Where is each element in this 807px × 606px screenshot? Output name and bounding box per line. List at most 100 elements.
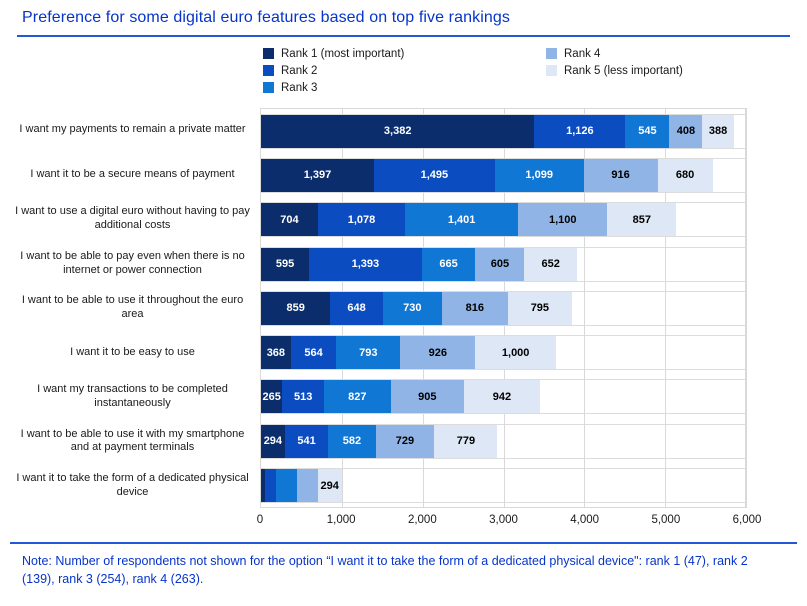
bar-segment-rank-1: 595 <box>261 247 310 281</box>
bar-band: 265 513 827 905 942 <box>261 379 746 415</box>
legend-label: Rank 5 (less important) <box>564 64 683 77</box>
stacked-bar: 3,382 1,126 545 408 388 <box>261 114 746 148</box>
legend-swatch-rank-2 <box>263 65 274 76</box>
bar-value-label: 793 <box>359 346 378 359</box>
legend-item-rank-4: Rank 4 <box>546 45 683 62</box>
stacked-bar: 294 <box>261 469 746 503</box>
legend-swatch-rank-3 <box>263 82 274 93</box>
bar-row: 3,382 1,126 545 408 388 <box>261 109 746 153</box>
category-label: I want it to take the form of a dedicate… <box>16 471 249 498</box>
legend-label: Rank 3 <box>281 81 318 94</box>
bar-band: 704 1,078 1,401 1,100 857 <box>261 202 746 238</box>
bar-value-label: 827 <box>348 390 367 403</box>
bar-value-label: 1,393 <box>351 258 380 271</box>
gridline <box>584 109 586 507</box>
category-label: I want it to be a secure means of paymen… <box>30 167 235 180</box>
legend: Rank 1 (most important) Rank 2 Rank 3 Rank… <box>263 45 807 96</box>
bar-segment-rank-2 <box>264 469 277 503</box>
bar-segment-rank-5: 652 <box>524 247 578 281</box>
bar-value-label: 648 <box>347 302 366 315</box>
category-label: I want my transactions to be completed i… <box>37 383 228 409</box>
category-label: I want to be able to use it with my smar… <box>20 427 245 454</box>
bar-segment-rank-2: 1,126 <box>534 114 626 148</box>
bar-segment-rank-2: 1,495 <box>373 158 495 192</box>
bar-segment-rank-3: 545 <box>625 114 670 148</box>
stacked-bar: 294 541 582 729 779 <box>261 424 746 458</box>
footnote: Note: Number of respondents not shown fo… <box>22 554 748 587</box>
bar-value-label: 795 <box>530 302 550 315</box>
bar-segment-rank-5: 942 <box>463 380 540 414</box>
bar-segment-rank-2: 648 <box>330 291 383 325</box>
bar-segment-rank-1 <box>261 469 265 503</box>
bar-segment-rank-4: 905 <box>390 380 464 414</box>
category-label: I want it to be easy to use <box>70 345 195 358</box>
x-tick-label: 3,000 <box>489 514 518 526</box>
bar-segment-rank-1: 368 <box>261 336 291 370</box>
bar-band: 3,382 1,126 545 408 388 <box>261 113 746 149</box>
category-label: I want to be able to pay even when there… <box>20 249 245 276</box>
note-divider <box>10 542 797 544</box>
chart-title: Preference for some digital euro feature… <box>22 9 510 26</box>
bar-segment-rank-1: 265 <box>261 380 283 414</box>
gridline <box>665 109 667 507</box>
bar-segment-rank-3: 1,401 <box>405 203 519 237</box>
gridline <box>745 109 746 507</box>
bar-row: 294 541 582 729 779 <box>261 419 746 463</box>
bar-value-label: 680 <box>675 169 695 182</box>
bar-segment-rank-3: 793 <box>336 336 401 370</box>
bar-segment-rank-2: 1,393 <box>309 247 422 281</box>
bar-value-label: 1,495 <box>420 169 449 182</box>
stacked-bar: 368 564 793 926 1,000 <box>261 336 746 370</box>
bar-segment-rank-4: 926 <box>400 336 476 370</box>
bar-segment-rank-5: 795 <box>507 291 572 325</box>
bar-value-label: 704 <box>280 213 299 226</box>
bar-segment-rank-5: 1,000 <box>475 336 557 370</box>
plot-area: 3,382 1,126 545 408 388 1,397 1,495 1,099 916 680… <box>260 108 747 508</box>
bar-value-label: 816 <box>465 302 484 315</box>
bar-value-label: 1,397 <box>303 169 332 182</box>
legend-item-rank-1: Rank 1 (most important) <box>263 45 546 62</box>
bar-value-label: 730 <box>403 302 422 315</box>
bar-segment-rank-3: 582 <box>328 424 376 458</box>
bar-rows: 3,382 1,126 545 408 388 1,397 1,495 1,099 916 680… <box>261 109 746 507</box>
x-tick-label: 4,000 <box>570 514 600 526</box>
bar-segment-rank-1: 859 <box>261 291 331 325</box>
bar-value-label: 859 <box>286 302 305 315</box>
bar-band: 1,397 1,495 1,099 916 680 <box>261 157 746 193</box>
bar-row: 265 513 827 905 942 <box>261 375 746 419</box>
bar-band: 294 541 582 729 779 <box>261 423 746 459</box>
bar-row: 704 1,078 1,401 1,100 857 <box>261 198 746 242</box>
bar-row: 1,397 1,495 1,099 916 680 <box>261 153 746 197</box>
bar-value-label: 513 <box>293 390 313 403</box>
bar-value-label: 1,126 <box>566 125 594 138</box>
bar-value-label: 368 <box>266 346 286 359</box>
category-labels-column: I want my payments to remain a private m… <box>15 108 260 530</box>
bar-value-label: 595 <box>275 258 295 271</box>
bar-value-label: 652 <box>541 258 560 271</box>
bar-segment-rank-4: 916 <box>583 158 658 192</box>
bar-band: 859 648 730 816 795 <box>261 290 746 326</box>
bar-value-label: 388 <box>708 125 728 138</box>
bar-segment-rank-3: 730 <box>382 291 442 325</box>
bar-value-label: 265 <box>262 390 281 403</box>
stacked-bar: 265 513 827 905 942 <box>261 380 746 414</box>
bar-value-label: 294 <box>263 435 283 448</box>
category-label: I want to use a digital euro without hav… <box>15 205 250 232</box>
bar-value-label: 545 <box>638 125 657 138</box>
bar-row: 595 1,393 665 605 652 <box>261 242 746 286</box>
x-tick-label: 5,000 <box>651 514 681 526</box>
legend-item-rank-3: Rank 3 <box>263 79 546 96</box>
bar-segment-rank-3: 665 <box>421 247 476 281</box>
plot-wrap: 3,382 1,126 545 408 388 1,397 1,495 1,099 916 680… <box>257 108 761 530</box>
bar-value-label: 729 <box>395 435 415 448</box>
bar-segment-rank-2: 564 <box>290 336 337 370</box>
legend-item-rank-2: Rank 2 <box>263 62 546 79</box>
bar-value-label: 926 <box>428 346 447 359</box>
category-label: I want my payments to remain a private m… <box>19 123 246 136</box>
bar-segment-rank-3 <box>276 469 297 503</box>
bar-value-label: 3,382 <box>383 125 412 138</box>
bar-segment-rank-4: 1,100 <box>518 203 608 237</box>
bar-segment-rank-1: 704 <box>261 203 318 237</box>
bar-value-label: 541 <box>297 435 316 448</box>
bar-value-label: 857 <box>632 213 651 226</box>
